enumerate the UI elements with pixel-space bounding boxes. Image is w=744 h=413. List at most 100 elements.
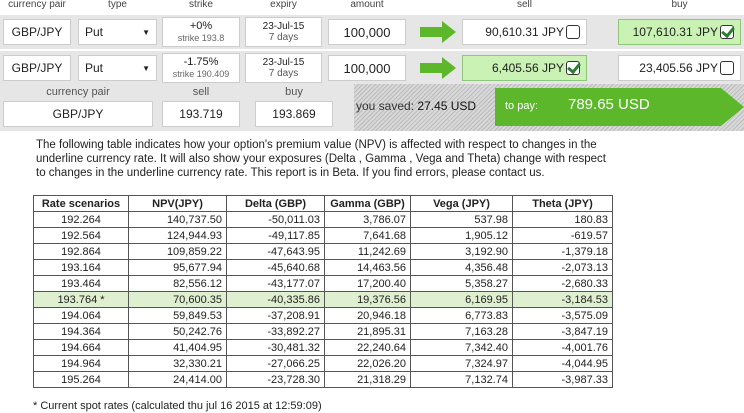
table-cell: 70,600.35 — [128, 291, 227, 308]
column-header: Vega (JPY) — [410, 195, 513, 212]
header-sell: sell — [516, 0, 532, 10]
currency-pair-field[interactable]: GBP/JPY — [3, 19, 71, 45]
table-cell: -33,892.27 — [226, 323, 325, 340]
summary-pair-value: GBP/JPY — [3, 101, 153, 127]
table-row: 193.464 82,556.12 -43,177.07 17,200.40 5,358… — [33, 275, 613, 292]
pay-button[interactable] — [495, 88, 744, 126]
table-cell: 109,859.22 — [128, 243, 227, 260]
table-cell: 7,641.68 — [324, 227, 411, 244]
table-cell: 24,414.00 — [128, 371, 227, 388]
column-header: Rate scenarios — [33, 195, 129, 212]
table-cell: -2,680.33 — [512, 275, 613, 292]
amount-field[interactable]: 100,000 — [328, 55, 406, 81]
header-buy: buy — [671, 0, 688, 10]
table-cell: -40,335.86 — [226, 291, 325, 308]
table-cell: 5,358.27 — [410, 275, 513, 292]
table-cell: -4,044.95 — [512, 355, 613, 372]
table-cell: 95,677.94 — [128, 259, 227, 276]
table-cell: 41,404.95 — [128, 339, 227, 356]
summary-buy-label: buy — [285, 86, 303, 98]
amount-field[interactable]: 100,000 — [328, 19, 406, 45]
strike-value: strike 193.8 — [177, 33, 225, 43]
pay-amount: 789.65 USD — [568, 96, 650, 113]
table-cell: 32,330.21 — [128, 355, 227, 372]
table-cell: 192.564 — [33, 227, 129, 244]
table-cell: 6,773.83 — [410, 307, 513, 324]
buy-price-button[interactable]: 23,405.56 JPY — [618, 55, 741, 81]
option-row: GBP/JPY Put ▼ -1.75% strike 190.409 23-J… — [0, 51, 744, 85]
buy-price-button[interactable]: 107,610.31 JPY — [618, 19, 741, 45]
table-cell: -3,847.19 — [512, 323, 613, 340]
sell-price-button[interactable]: 90,610.31 JPY — [462, 19, 587, 45]
table-row: 195.264 24,414.00 -23,728.30 21,318.29 7,132… — [33, 371, 613, 388]
type-select[interactable]: Put ▼ — [78, 19, 157, 45]
strike-field[interactable]: +0% strike 193.8 — [162, 17, 240, 47]
table-cell: -23,728.30 — [226, 371, 325, 388]
expiry-field[interactable]: 23-Jul-15 7 days — [245, 53, 322, 83]
footnote: * Current spot rates (calculated thu jul… — [33, 400, 322, 412]
sell-price: 90,610.31 JPY — [485, 25, 564, 39]
table-cell: 82,556.12 — [128, 275, 227, 292]
table-cell: 4,356.48 — [410, 259, 513, 276]
table-cell: -2,073.13 — [512, 259, 613, 276]
buy-price: 107,610.31 JPY — [632, 25, 718, 39]
table-row: 194.364 50,242.76 -33,892.27 21,895.31 7,163… — [33, 323, 613, 340]
expiry-field[interactable]: 23-Jul-15 7 days — [245, 17, 322, 47]
table-row: 194.664 41,404.95 -30,481.32 22,240.64 7,342… — [33, 339, 613, 356]
table-cell: 193.164 — [33, 259, 129, 276]
table-header-row: Rate scenarios NPV(JPY) Delta (GBP) Gamm… — [33, 195, 613, 212]
currency-pair-field[interactable]: GBP/JPY — [3, 55, 71, 81]
table-cell: 194.364 — [33, 323, 129, 340]
checkbox-icon[interactable] — [720, 61, 734, 75]
table-cell: 193.764 * — [33, 291, 129, 308]
type-select[interactable]: Put ▼ — [78, 55, 157, 81]
header-type: type — [108, 0, 127, 10]
pay-label: to pay: — [505, 100, 539, 112]
table-cell: -37,208.91 — [226, 307, 325, 324]
right-arrow-icon — [420, 57, 456, 79]
table-cell: 194.664 — [33, 339, 129, 356]
checked-checkbox-icon[interactable] — [566, 61, 580, 75]
table-cell: 22,026.20 — [324, 355, 411, 372]
table-row: 193.764 * 70,600.35 -40,335.86 19,376.56 6,1… — [33, 291, 613, 308]
savings-label: you saved: — [356, 99, 415, 113]
table-cell: -47,643.95 — [226, 243, 325, 260]
table-cell: -3,184.53 — [512, 291, 613, 308]
strike-field[interactable]: -1.75% strike 190.409 — [162, 53, 240, 83]
table-cell: 180.83 — [512, 211, 613, 228]
header-expiry: expiry — [270, 0, 297, 10]
table-cell: -27,066.25 — [226, 355, 325, 372]
column-header: Gamma (GBP) — [324, 195, 411, 212]
table-cell: 194.964 — [33, 355, 129, 372]
expiry-days: 7 days — [268, 32, 299, 43]
table-cell: 20,946.18 — [324, 307, 411, 324]
table-cell: -43,177.07 — [226, 275, 325, 292]
option-row: GBP/JPY Put ▼ +0% strike 193.8 23-Jul-15… — [0, 15, 744, 49]
table-row: 194.064 59,849.53 -37,208.91 20,946.18 6,773… — [33, 307, 613, 324]
summary-buy-value: 193.869 — [255, 101, 333, 127]
table-cell: 194.064 — [33, 307, 129, 324]
table-cell: 140,737.50 — [128, 211, 227, 228]
table-cell: 11,242.69 — [324, 243, 411, 260]
table-cell: 7,324.97 — [410, 355, 513, 372]
column-header: NPV(JPY) — [128, 195, 227, 212]
table-cell: 6,169.95 — [410, 291, 513, 308]
sell-price-button[interactable]: 6,405.56 JPY — [462, 55, 587, 81]
checked-checkbox-icon[interactable] — [720, 25, 734, 39]
buy-price: 23,405.56 JPY — [639, 61, 718, 75]
checkbox-icon[interactable] — [566, 25, 580, 39]
table-row: 194.964 32,330.21 -27,066.25 22,026.20 7,324… — [33, 355, 613, 372]
table-cell: 192.864 — [33, 243, 129, 260]
header-strike: strike — [189, 0, 213, 10]
table-cell: 50,242.76 — [128, 323, 227, 340]
header-currency-pair: currency pair — [8, 0, 66, 10]
type-value: Put — [85, 61, 104, 75]
table-cell: 193.464 — [33, 275, 129, 292]
strike-percent: +0% — [189, 20, 213, 32]
table-cell: 3,786.07 — [324, 211, 411, 228]
type-value: Put — [85, 25, 104, 39]
table-row: 192.564 124,944.93 -49,117.85 7,641.68 1,905… — [33, 227, 613, 244]
table-row: 193.164 95,677.94 -45,640.68 14,463.56 4,356… — [33, 259, 613, 276]
dropdown-arrow-icon: ▼ — [142, 63, 150, 73]
table-cell: 59,849.53 — [128, 307, 227, 324]
